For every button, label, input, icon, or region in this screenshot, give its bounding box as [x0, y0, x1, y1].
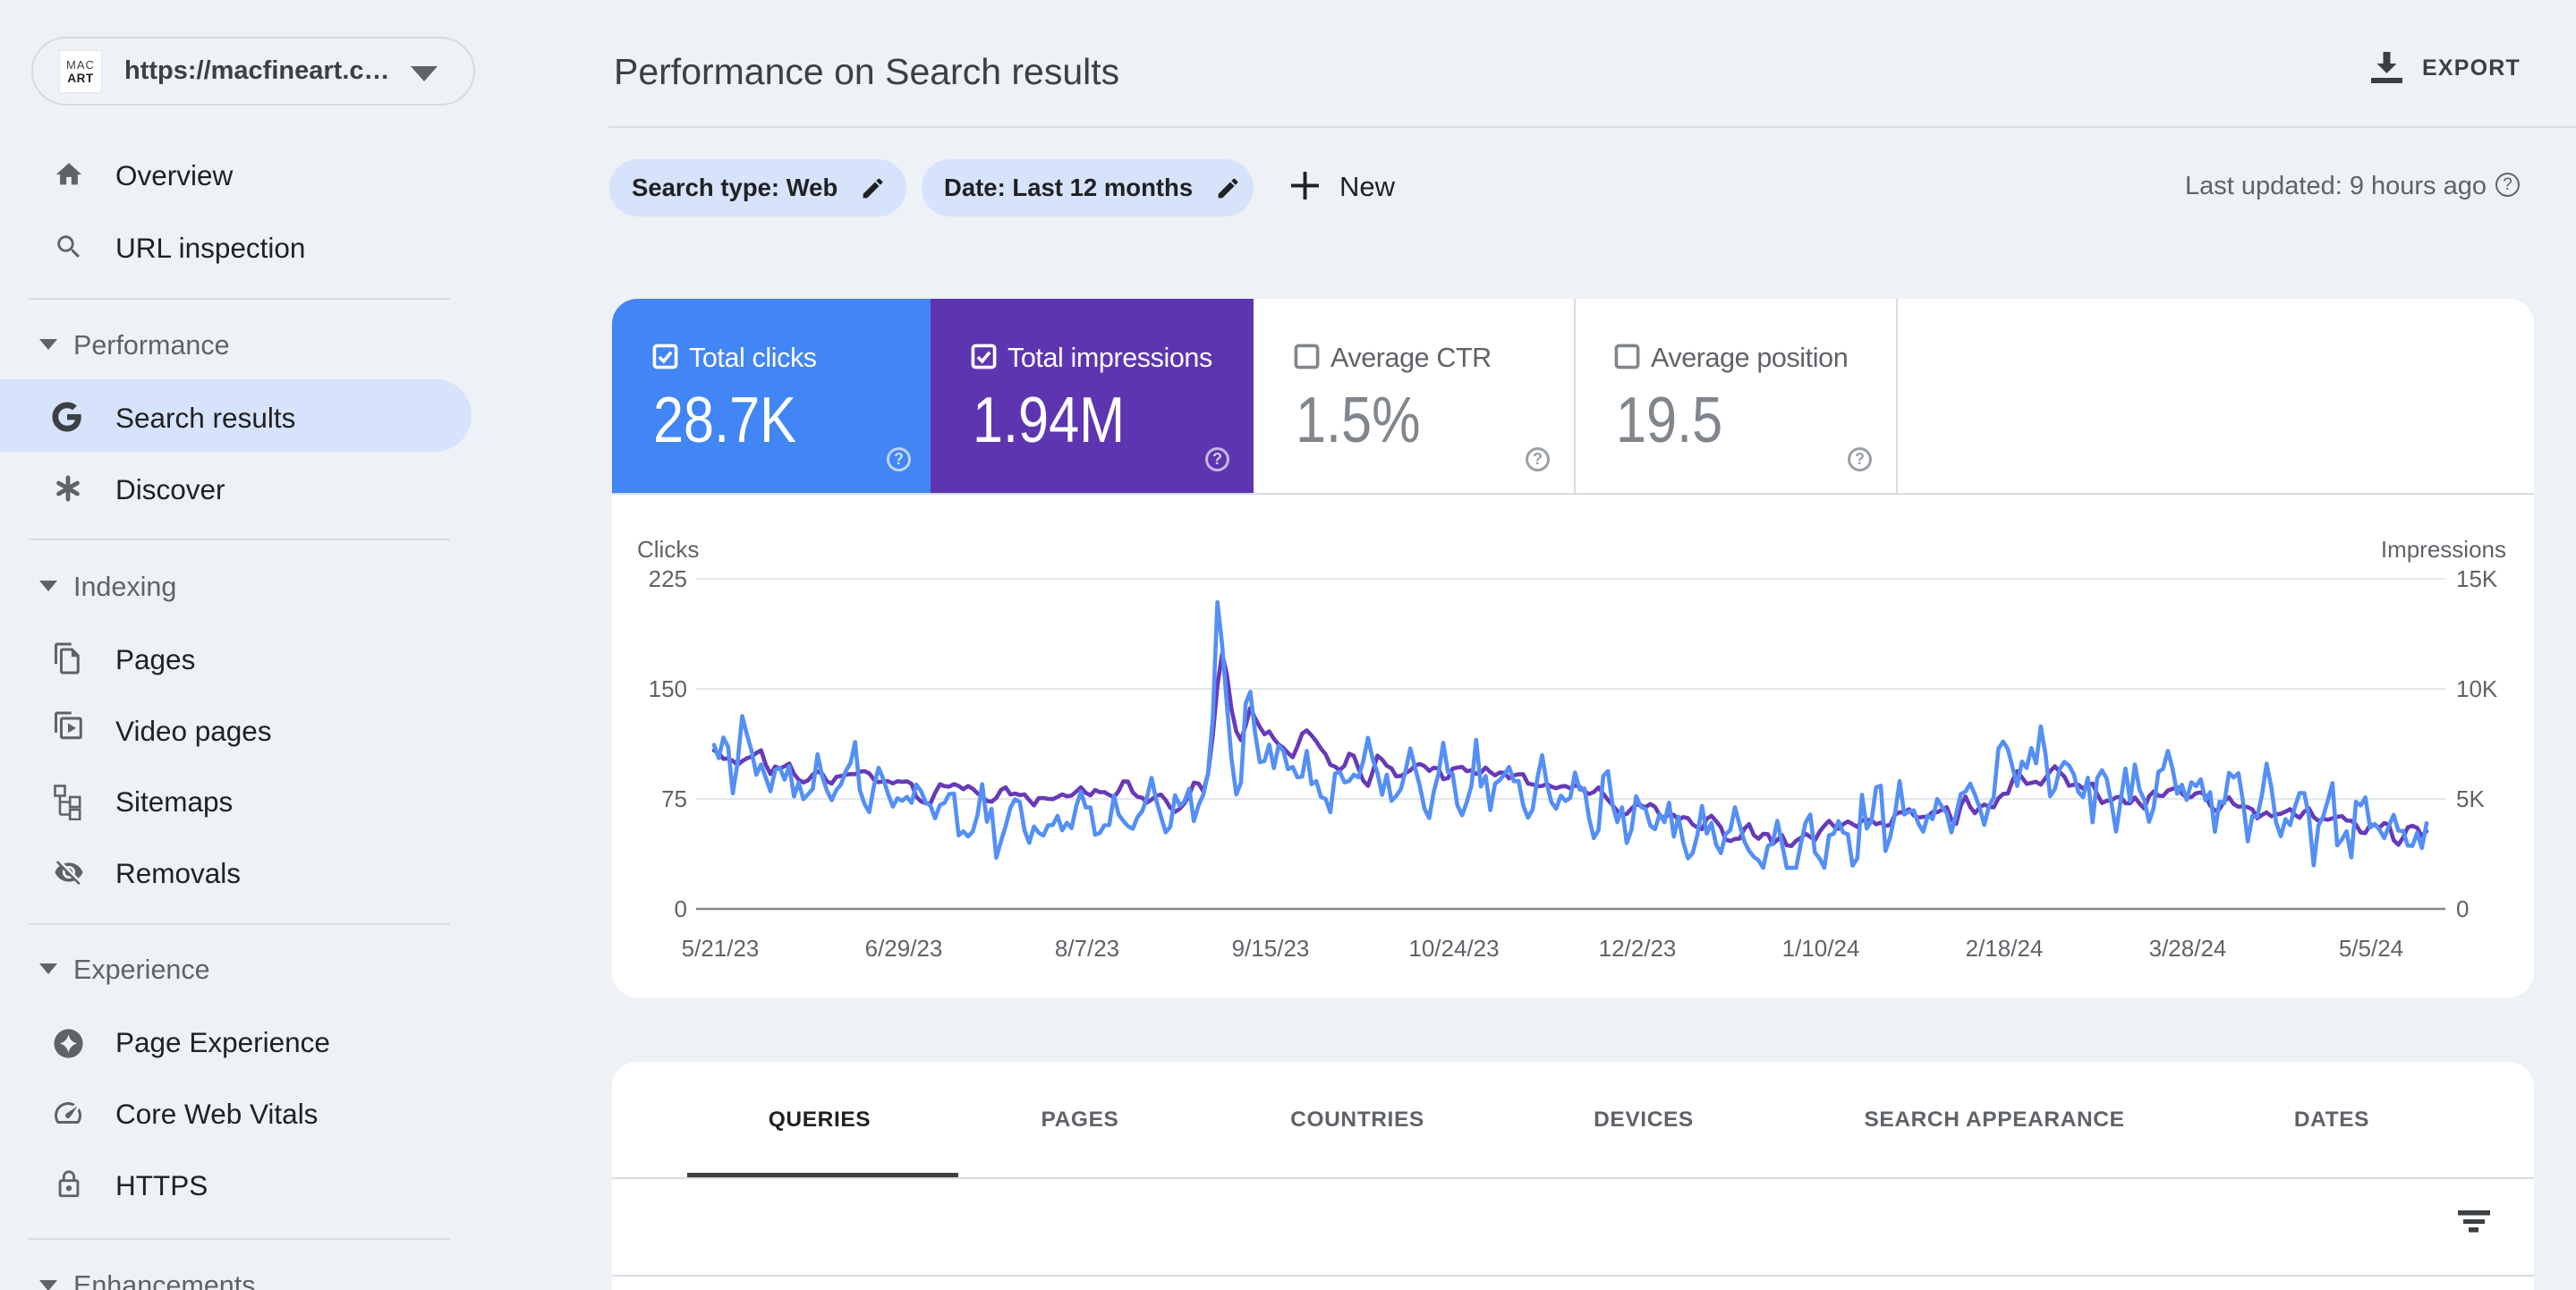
svg-text:0: 0 [2456, 895, 2469, 922]
svg-text:15K: 15K [2456, 565, 2498, 592]
svg-text:1/10/24: 1/10/24 [1782, 935, 1860, 962]
svg-text:Impressions: Impressions [2381, 536, 2506, 563]
svg-text:6/29/23: 6/29/23 [865, 935, 943, 962]
svg-text:Clicks: Clicks [637, 536, 699, 563]
svg-text:10K: 10K [2456, 675, 2498, 702]
svg-text:12/2/23: 12/2/23 [1599, 935, 1677, 962]
svg-text:10/24/23: 10/24/23 [1408, 935, 1499, 962]
svg-text:5/21/23: 5/21/23 [682, 935, 760, 962]
svg-text:225: 225 [649, 565, 687, 592]
svg-text:0: 0 [675, 895, 687, 922]
svg-text:5/5/24: 5/5/24 [2339, 935, 2403, 962]
svg-text:2/18/24: 2/18/24 [1966, 935, 2044, 962]
svg-text:3/28/24: 3/28/24 [2149, 935, 2227, 962]
svg-text:5K: 5K [2456, 785, 2485, 812]
svg-text:150: 150 [649, 675, 687, 702]
svg-text:9/15/23: 9/15/23 [1232, 935, 1310, 962]
svg-text:75: 75 [661, 785, 687, 812]
svg-text:8/7/23: 8/7/23 [1055, 935, 1119, 962]
